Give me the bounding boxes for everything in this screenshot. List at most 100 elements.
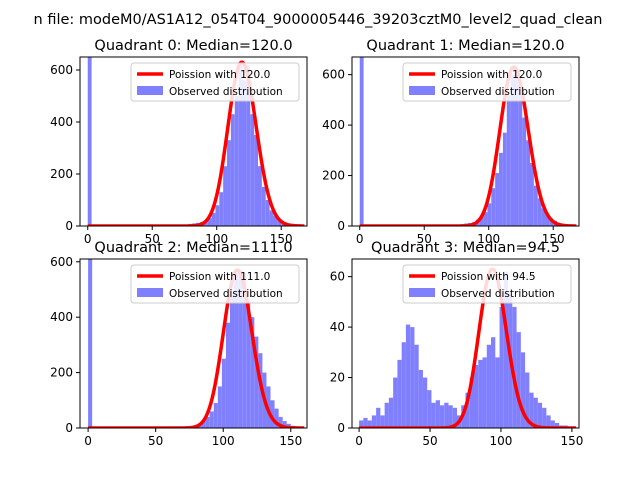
legend-label-poisson: Poission with 120.0: [441, 69, 542, 81]
histogram-bar: [254, 336, 259, 428]
histogram-bar: [542, 407, 547, 428]
legend-swatch-observed: [409, 86, 435, 95]
histogram-bar: [499, 152, 503, 226]
histogram-bar: [215, 205, 220, 226]
histogram-bar: [491, 337, 496, 428]
legend-label-observed: Observed distribution: [169, 288, 283, 300]
poisson-curve: [358, 267, 577, 428]
histogram-bar: [502, 132, 507, 226]
y-tick-label: 400: [322, 118, 345, 132]
legend-box: [130, 62, 300, 102]
histogram-bar: [254, 135, 258, 226]
x-tick-label: 100: [490, 434, 513, 448]
histogram-bar: [246, 64, 251, 226]
histogram-bar: [257, 166, 262, 226]
histogram-bar: [479, 217, 484, 226]
histogram-bar: [448, 405, 453, 428]
histogram-bar: [510, 74, 515, 226]
histogram-bar: [213, 403, 218, 428]
legend-box: [130, 264, 300, 304]
legend: Poission with 111.0 Observed distribution: [130, 264, 300, 304]
y-tick-label: 200: [50, 366, 73, 380]
histogram-bar: [410, 327, 415, 428]
histogram-bar: [274, 408, 279, 428]
axes-frame: [79, 56, 308, 227]
legend-swatch-observed: [137, 86, 163, 95]
histogram-bar: [258, 353, 263, 428]
histogram-bar: [495, 173, 500, 226]
x-tick-label: 0: [356, 232, 364, 246]
histogram-bar: [514, 69, 519, 226]
y-tick-label: 40: [330, 320, 345, 334]
y-tick-label: 200: [50, 167, 73, 181]
y-tick-label: 600: [322, 68, 345, 82]
axes-frame: [351, 56, 580, 227]
histogram-bar: [265, 200, 270, 226]
histogram-bar: [234, 272, 239, 428]
histogram-bar: [520, 352, 526, 428]
x-tick-label: 100: [477, 232, 500, 246]
subplot-quadrant-2: 0 50 100 150 0 200 400 600 Quadrant 2: Median=11…: [50, 240, 308, 448]
legend-label-observed: Observed distribution: [441, 288, 555, 300]
histogram-bar: [537, 198, 542, 226]
histogram-bar: [422, 377, 428, 428]
y-tick-label: 20: [330, 371, 345, 385]
histogram-bar: [435, 400, 440, 428]
histogram-bar: [238, 62, 243, 226]
x-tick-label: 50: [145, 232, 160, 246]
figure-suptitle: n file: modeM0/AS1A12_054T04_9000005446_…: [34, 12, 603, 28]
histogram-bar: [201, 421, 206, 428]
histogram-bar: [223, 166, 228, 226]
poisson-curve: [87, 268, 305, 428]
x-tick-label: 150: [542, 232, 565, 246]
legend-label-observed: Observed distribution: [169, 86, 283, 98]
subplot-title: Quadrant 0: Median=120.0: [94, 38, 292, 54]
y-tick-label: 0: [65, 219, 73, 233]
x-tick-label: 150: [279, 434, 302, 448]
legend-swatch-observed: [137, 288, 163, 297]
histogram-bar: [545, 214, 550, 226]
histogram-bar: [506, 94, 511, 226]
histogram-bar: [444, 402, 449, 428]
histogram-bar: [499, 306, 504, 428]
histogram-bar: [384, 402, 389, 428]
subplot-quadrant-3: 0 50 100 150 0 20 40 60 Quadrant 3: Median=94.5 P…: [330, 240, 584, 448]
x-tick-label: 150: [560, 434, 583, 448]
plot-area: [87, 259, 305, 428]
histogram-bar: [221, 358, 226, 428]
histogram-bar: [205, 416, 210, 428]
x-tick-label: 0: [84, 434, 92, 448]
histogram-bar: [250, 317, 255, 428]
histogram-bar: [88, 259, 93, 428]
histogram-bar: [225, 322, 230, 428]
histogram-bar: [380, 415, 385, 428]
axes-frame: [351, 258, 580, 429]
histogram-bar: [238, 270, 243, 428]
histogram-bar: [359, 420, 364, 428]
y-tick-label: 0: [337, 219, 345, 233]
histogram-bar: [491, 188, 496, 226]
legend-box: [402, 264, 572, 304]
histogram-bar: [209, 411, 214, 428]
histogram-bar: [486, 344, 492, 428]
histogram-bar: [529, 162, 534, 226]
x-tick-label: 50: [148, 434, 163, 448]
plot-area: [358, 267, 577, 428]
histogram-bar: [537, 402, 543, 428]
y-tick-label: 0: [65, 421, 73, 435]
histogram-bar: [483, 212, 488, 226]
histogram-bar: [261, 187, 266, 226]
histogram-bar: [554, 422, 560, 428]
legend-label-poisson: Poission with 94.5: [441, 271, 536, 283]
x-tick-label: 0: [355, 434, 363, 448]
histogram-bar: [518, 84, 523, 226]
y-tick-label: 400: [50, 310, 73, 324]
subplot-quadrant-1: 0 50 100 150 0 200 400 600 Quadrant 1: Median=12…: [322, 38, 580, 246]
histogram-bar: [211, 213, 216, 226]
x-tick-label: 100: [212, 434, 235, 448]
y-tick-label: 60: [330, 270, 345, 284]
histogram-bar: [277, 219, 282, 226]
histogram-bar: [418, 369, 423, 428]
histogram-bar: [250, 114, 255, 226]
legend-label-poisson: Poission with 120.0: [169, 69, 270, 81]
